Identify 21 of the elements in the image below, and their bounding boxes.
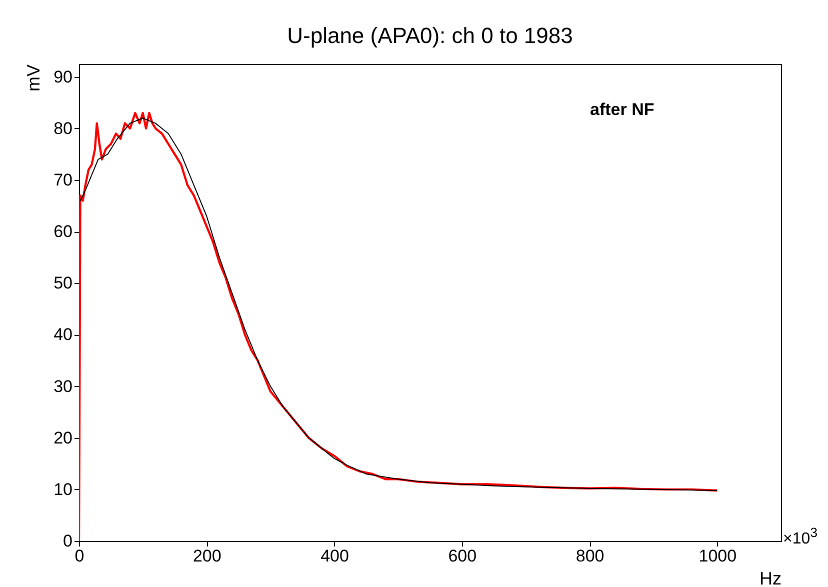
y-tick-label: 50: [54, 274, 72, 293]
y-tick-label: 70: [54, 170, 72, 190]
x-tick-label: 400: [320, 546, 349, 566]
annotation: after NF: [590, 100, 654, 120]
y-tick-label: 0: [63, 532, 72, 550]
x-tick-label: 200: [192, 546, 222, 566]
y-tick-label: 60: [54, 222, 72, 242]
text: ×10$^{3}$: [783, 525, 818, 548]
y-axis-title: mV: [24, 64, 44, 92]
y-tick-label: 90: [54, 67, 72, 86]
x-tick-label: 1000: [698, 546, 737, 566]
x-axis-title: Hz: [760, 568, 782, 587]
y-tick-label: 40: [54, 325, 72, 344]
chart-title: U-plane (APA0): ch 0 to 1983: [287, 23, 573, 48]
x-tick-label: 0: [74, 546, 84, 566]
x-tick-label: 800: [576, 546, 604, 566]
y-tick-label: 20: [54, 428, 72, 448]
y-tick-label: 30: [54, 376, 72, 396]
y-tick-label: 80: [54, 118, 72, 138]
x-tick-label: 600: [448, 546, 477, 566]
y-tick-label: 10: [54, 480, 72, 499]
